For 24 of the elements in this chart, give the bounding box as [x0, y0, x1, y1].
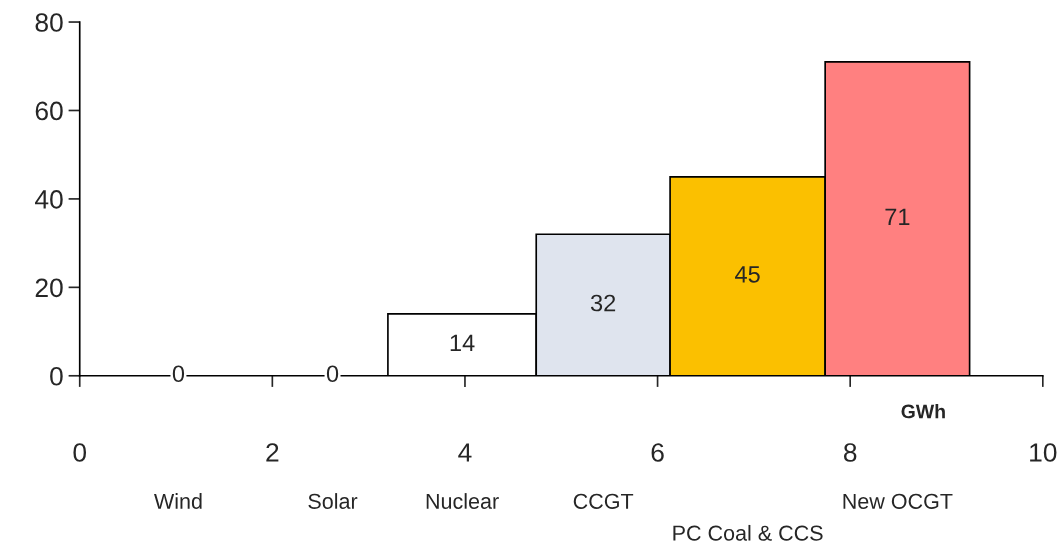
category-label: Wind — [154, 493, 202, 509]
y-tick-label: 40 — [35, 190, 63, 209]
y-tick-label: 60 — [35, 101, 63, 121]
y-tick-label: 80 — [35, 13, 63, 32]
category-label: CCGT — [573, 493, 634, 509]
x-tick-label: 8 — [844, 443, 857, 462]
x-axis-title: GWh — [901, 404, 945, 419]
y-tick-label: 0 — [50, 366, 63, 386]
x-tick-label: 0 — [73, 443, 87, 462]
data-label: 32 — [590, 294, 616, 312]
data-label: 14 — [450, 334, 475, 351]
data-label: 45 — [735, 266, 760, 283]
category-label: Nuclear — [426, 493, 499, 509]
x-tick-label: 4 — [458, 443, 472, 462]
y-tick-label: 20 — [35, 278, 63, 298]
data-label: 0 — [172, 365, 185, 383]
x-tick-label: 6 — [651, 443, 664, 462]
category-label: Solar — [308, 493, 358, 509]
category-label: New OCGT — [843, 493, 953, 509]
x-tick-label: 10 — [1030, 443, 1057, 462]
category-label: PC Coal & CCS — [673, 524, 823, 541]
data-label: 0 — [326, 365, 339, 383]
data-label: 71 — [885, 208, 910, 225]
x-tick-label: 2 — [266, 443, 279, 462]
